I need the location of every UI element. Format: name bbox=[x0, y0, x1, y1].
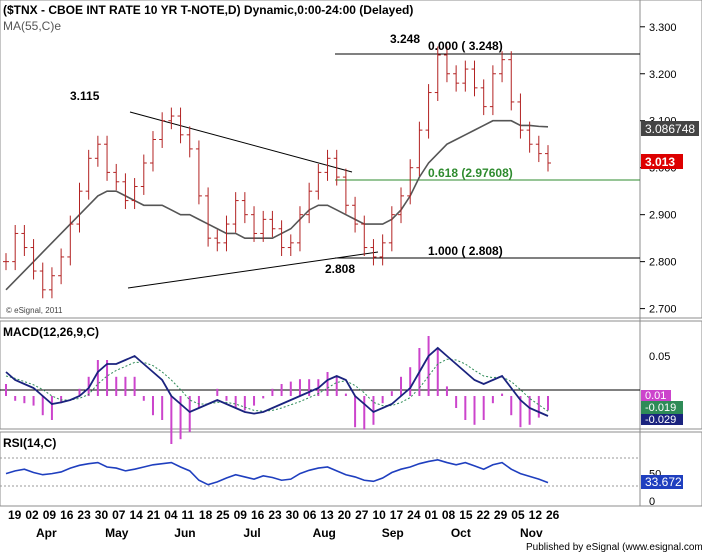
x-month-label-0: Apr bbox=[36, 526, 57, 540]
title-text: ($TNX - CBOE INT RATE 10 YR T-NOTE,D) Dy… bbox=[3, 3, 413, 17]
last-price-text: 3.013 bbox=[645, 155, 675, 169]
macd-ytick-label-0: 0.05 bbox=[649, 351, 670, 363]
signal-value-box bbox=[641, 401, 683, 414]
x-tick-label-8: 21 bbox=[147, 508, 161, 522]
x-tick-label-12: 25 bbox=[216, 508, 230, 522]
price-ytick-label-4: 2.900 bbox=[649, 210, 677, 222]
x-tick-label-5: 30 bbox=[95, 508, 109, 522]
x-tick-label-28: 29 bbox=[494, 508, 508, 522]
price-ytick-label-6: 2.700 bbox=[649, 304, 677, 316]
rsi-panel bbox=[0, 431, 702, 507]
x-axis-months: Apr May Jun Jul Aug Sep Oct Nov bbox=[36, 526, 543, 540]
x-month-label-6: Oct bbox=[451, 526, 471, 540]
x-tick-label-13: 09 bbox=[234, 508, 248, 522]
last-price-box bbox=[641, 154, 683, 169]
rsi-title: RSI(14,C) bbox=[3, 436, 56, 450]
macd-value-text: -0.029 bbox=[645, 414, 676, 426]
x-month-label-1: May bbox=[105, 526, 129, 540]
x-month-label-3: Jul bbox=[243, 526, 260, 540]
price-ytick-label-5: 2.800 bbox=[649, 257, 677, 269]
x-tick-label-21: 10 bbox=[372, 508, 386, 522]
x-tick-label-2: 09 bbox=[43, 508, 57, 522]
ma-label: MA(55,C)e bbox=[3, 19, 61, 33]
x-month-label-7: Nov bbox=[520, 526, 543, 540]
rsi-line bbox=[5, 458, 549, 486]
macd-signal-line bbox=[5, 358, 549, 412]
x-tick-label-30: 12 bbox=[529, 508, 543, 522]
x-tick-label-29: 05 bbox=[511, 508, 525, 522]
rsi-ytick-label-1: 0 bbox=[649, 496, 655, 508]
x-tick-label-27: 22 bbox=[477, 508, 491, 522]
fib-100-label: 1.000 ( 2.808) bbox=[428, 244, 503, 258]
x-month-label-2: Jun bbox=[174, 526, 195, 540]
x-tick-label-10: 11 bbox=[182, 508, 195, 522]
x-axis: 19 02 09 16 23 30 07 14 21 04 11 18 25 09 16 23 30 06 13 20… bbox=[8, 508, 560, 522]
rsi-value-box bbox=[641, 475, 683, 489]
macd-value-tag: -0.029 bbox=[641, 414, 683, 426]
x-month-label-5: Sep bbox=[382, 526, 404, 540]
price-bars bbox=[3, 46, 551, 299]
macd-line bbox=[5, 346, 549, 417]
x-tick-label-19: 20 bbox=[338, 508, 352, 522]
high-left-label: 3.115 bbox=[70, 89, 100, 103]
low-label: 2.808 bbox=[325, 262, 355, 276]
x-tick-label-15: 23 bbox=[268, 508, 282, 522]
hist-value-box bbox=[641, 390, 671, 401]
price-panel bbox=[0, 0, 702, 319]
x-tick-label-4: 23 bbox=[77, 508, 91, 522]
x-month-label-4: Aug bbox=[313, 526, 336, 540]
x-tick-label-6: 07 bbox=[112, 508, 126, 522]
x-tick-label-11: 18 bbox=[199, 508, 213, 522]
x-tick-label-24: 01 bbox=[425, 508, 439, 522]
x-tick-label-22: 17 bbox=[390, 508, 404, 522]
ma-value-tag: 3.086748 bbox=[641, 121, 699, 136]
rsi-value-text: 33.672 bbox=[645, 475, 682, 489]
x-tick-label-17: 06 bbox=[303, 508, 317, 522]
x-tick-label-1: 02 bbox=[25, 508, 39, 522]
rsi-value-tag: 33.672 bbox=[641, 475, 683, 489]
macd-hist-tag: 0.01 bbox=[641, 390, 671, 402]
signal-value-tag: -0.019 bbox=[641, 401, 683, 414]
macd-panel bbox=[0, 320, 702, 430]
macd-lines bbox=[5, 346, 549, 417]
x-tick-label-20: 27 bbox=[355, 508, 369, 522]
x-tick-label-0: 19 bbox=[8, 508, 22, 522]
watermark: © eSignal, 2011 bbox=[6, 306, 63, 315]
x-tick-label-26: 15 bbox=[459, 508, 473, 522]
x-tick-label-16: 30 bbox=[286, 508, 300, 522]
x-tick-label-9: 04 bbox=[164, 508, 178, 522]
upper-trendline bbox=[129, 111, 353, 173]
x-tick-label-25: 08 bbox=[442, 508, 456, 522]
fib-0-label: 0.000 ( 3.248) bbox=[428, 39, 503, 53]
fib-618-label: 0.618 (2.97608) bbox=[428, 166, 513, 180]
macd-value-box bbox=[641, 414, 683, 425]
high-right-label: 3.248 bbox=[390, 32, 420, 46]
x-tick-label-7: 14 bbox=[129, 508, 143, 522]
ma-value-text: 3.086748 bbox=[645, 122, 695, 136]
macd-title: MACD(12,26,9,C) bbox=[3, 325, 99, 339]
x-tick-label-18: 13 bbox=[320, 508, 334, 522]
ma-line bbox=[5, 119, 549, 291]
ma-value-box bbox=[641, 121, 699, 136]
price-ytick-label-1: 3.200 bbox=[649, 69, 677, 81]
x-tick-label-3: 16 bbox=[60, 508, 74, 522]
x-tick-label-23: 24 bbox=[407, 508, 421, 522]
last-price-tag: 3.013 bbox=[641, 154, 683, 169]
hist-value-text: 0.01 bbox=[645, 390, 666, 402]
fib-lines bbox=[335, 53, 640, 259]
x-tick-label-14: 16 bbox=[251, 508, 265, 522]
signal-value-text: -0.019 bbox=[645, 402, 676, 414]
price-ytick-label-0: 3.300 bbox=[649, 22, 677, 34]
ma-line-group bbox=[5, 119, 549, 291]
x-tick-label-31: 26 bbox=[546, 508, 560, 522]
footer-credit: Published by eSignal (www.esignal.com) bbox=[526, 542, 702, 553]
rsi-line-group bbox=[5, 458, 549, 486]
